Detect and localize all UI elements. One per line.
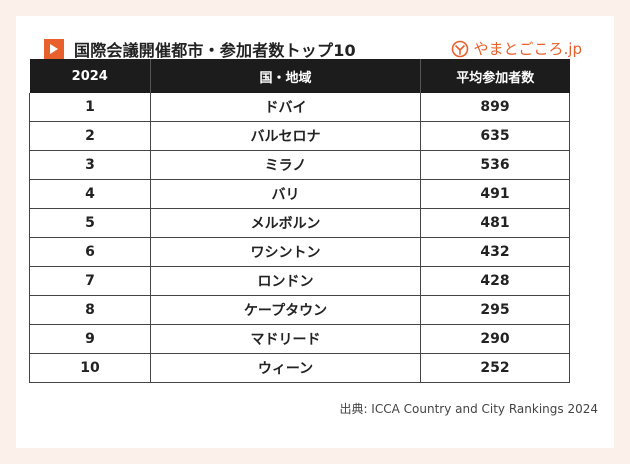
yamatogokoro-logo-icon — [451, 40, 468, 57]
rank-cell: 7 — [29, 266, 151, 296]
city-cell: ミラノ — [150, 150, 421, 180]
value-cell: 252 — [420, 353, 570, 383]
city-cell: ロンドン — [150, 266, 421, 296]
rank-cell: 4 — [29, 179, 151, 209]
rank-cell: 6 — [29, 237, 151, 267]
value-cell: 290 — [420, 324, 570, 354]
table-row: 8 ケープタウン 295 — [29, 295, 570, 325]
city-cell: マドリード — [150, 324, 421, 354]
city-cell: バリ — [150, 179, 421, 209]
rank-cell: 2 — [29, 121, 151, 151]
value-cell: 481 — [420, 208, 570, 238]
ranking-table: 2024 国・地域 平均参加者数 1 ドバイ 899 2 バルセロナ 635 3… — [29, 59, 570, 383]
city-cell: ワシントン — [150, 237, 421, 267]
table-row: 2 バルセロナ 635 — [29, 121, 570, 151]
table-row: 1 ドバイ 899 — [29, 93, 570, 122]
city-cell: メルボルン — [150, 208, 421, 238]
header: 国際会議開催都市・参加者数トップ10 — [44, 38, 356, 60]
table-row: 3 ミラノ 536 — [29, 150, 570, 180]
table-row: 6 ワシントン 432 — [29, 237, 570, 267]
header-city: 国・地域 — [150, 59, 421, 93]
value-cell: 491 — [420, 179, 570, 209]
city-cell: ケープタウン — [150, 295, 421, 325]
rank-cell: 5 — [29, 208, 151, 238]
value-cell: 635 — [420, 121, 570, 151]
rank-cell: 9 — [29, 324, 151, 354]
header-year: 2024 — [29, 59, 151, 93]
brand-name: やまとごころ.jp — [473, 40, 582, 58]
value-cell: 295 — [420, 295, 570, 325]
page-title: 国際会議開催都市・参加者数トップ10 — [74, 41, 356, 60]
rank-cell: 3 — [29, 150, 151, 180]
rank-cell: 8 — [29, 295, 151, 325]
rank-cell: 10 — [29, 353, 151, 383]
rank-cell: 1 — [29, 93, 151, 122]
brand-logo[interactable]: やまとごころ.jp — [451, 38, 582, 59]
value-cell: 899 — [420, 93, 570, 122]
table-row: 9 マドリード 290 — [29, 324, 570, 354]
source-note: 出典: ICCA Country and City Rankings 2024 — [339, 402, 598, 416]
value-cell: 432 — [420, 237, 570, 267]
city-cell: ウィーン — [150, 353, 421, 383]
table-row: 5 メルボルン 481 — [29, 208, 570, 238]
value-cell: 536 — [420, 150, 570, 180]
play-icon — [44, 39, 64, 59]
city-cell: バルセロナ — [150, 121, 421, 151]
value-cell: 428 — [420, 266, 570, 296]
table-row: 7 ロンドン 428 — [29, 266, 570, 296]
city-cell: ドバイ — [150, 93, 421, 122]
table-row: 4 バリ 491 — [29, 179, 570, 209]
header-avg-participants: 平均参加者数 — [420, 59, 570, 93]
table-row: 10 ウィーン 252 — [29, 353, 570, 383]
table-header-row: 2024 国・地域 平均参加者数 — [29, 59, 570, 93]
